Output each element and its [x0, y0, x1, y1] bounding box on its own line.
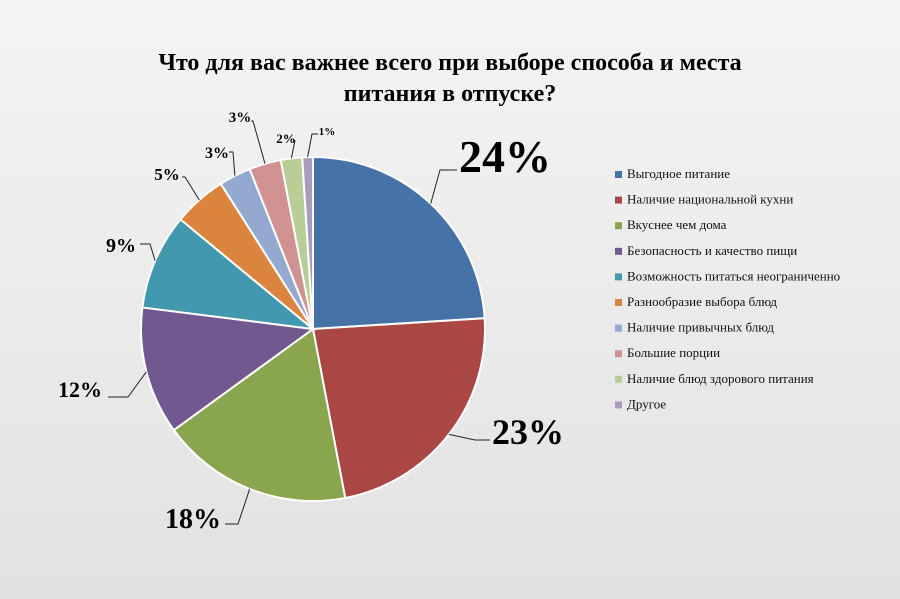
leader-line-1	[430, 169, 457, 204]
pie-slice-5	[141, 217, 317, 331]
legend-label-3: Вкуснее чем дома	[627, 217, 727, 232]
slice-label-9: 2%	[276, 131, 296, 146]
pie-slices	[140, 155, 486, 502]
legend-swatch-8	[615, 350, 622, 358]
leader-line-3	[225, 488, 251, 525]
legend-swatch-4	[615, 247, 622, 255]
pie-slice-2	[311, 317, 486, 500]
legend-label-5: Возможность питаться неограниченно	[627, 268, 840, 283]
slice-label-7: 3%	[205, 145, 229, 162]
leader-line-4	[108, 371, 147, 398]
pie-leader-lines	[108, 120, 490, 525]
legend-swatch-7	[615, 324, 622, 332]
slice-label-8: 3%	[229, 110, 252, 126]
leader-line-2	[448, 433, 490, 441]
chart-title: Что для вас важнее всего при выборе спос…	[158, 50, 741, 107]
slice-label-2: 23%	[492, 412, 564, 452]
legend-label-1: Выгодное питание	[627, 166, 730, 181]
pie-slice-1	[312, 155, 486, 331]
legend-swatch-5	[615, 273, 622, 281]
slice-label-10: 1%	[319, 126, 336, 138]
leader-line-8	[251, 120, 266, 164]
pie-slice-4	[140, 306, 316, 432]
legend-label-7: Наличие привычных блюд	[627, 320, 774, 335]
slice-label-1: 24%	[459, 131, 551, 182]
legend-swatch-9	[615, 375, 622, 383]
leader-line-9	[290, 139, 296, 159]
slice-label-5: 9%	[106, 235, 136, 257]
legend-swatch-1	[615, 171, 622, 178]
chart-title-line-2: питания в отпуске?	[344, 81, 556, 107]
legend-label-2: Наличие национальной кухни	[627, 192, 793, 207]
legend-swatch-10	[615, 401, 622, 409]
slice-label-6: 5%	[154, 165, 180, 184]
legend-swatch-3	[615, 222, 622, 230]
legend-label-8: Большие порции	[627, 345, 720, 360]
legend-swatch-2	[615, 196, 622, 204]
chart-legend: Выгодное питание Наличие национальной кух…	[615, 166, 840, 411]
slice-label-4: 12%	[58, 377, 102, 402]
legend-label-4: Безопасность и качество пищи	[627, 243, 797, 258]
leader-line-10	[307, 133, 318, 158]
pie-data-labels: 24% 23% 18% 12% 9% 5% 3% 3% 2% 1%	[58, 110, 564, 535]
legend-label-9: Наличие блюд здорового питания	[627, 371, 814, 386]
legend-label-10: Другое	[627, 396, 666, 411]
slice-label-3: 18%	[165, 504, 221, 535]
leader-line-7	[229, 151, 236, 176]
chart-title-line-1: Что для вас важнее всего при выборе спос…	[158, 50, 741, 76]
leader-line-6	[182, 176, 200, 201]
legend-swatch-6	[615, 299, 622, 306]
legend-label-6: Разнообразие выбора блюд	[627, 294, 777, 309]
leader-line-5	[140, 243, 156, 261]
